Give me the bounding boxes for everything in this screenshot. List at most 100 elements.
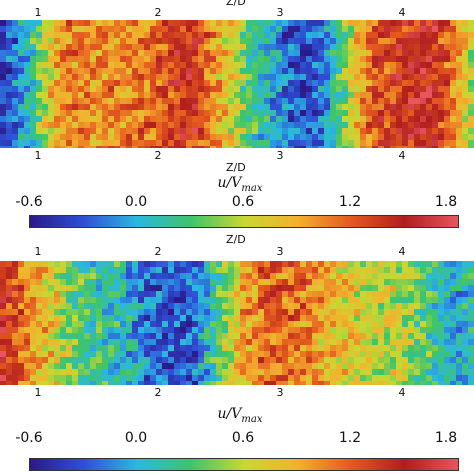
field-cell xyxy=(252,345,259,352)
field-cell xyxy=(288,291,295,298)
field-cell xyxy=(240,291,247,298)
field-cell xyxy=(24,285,31,292)
field-cell xyxy=(468,261,474,268)
field-cell xyxy=(282,110,289,117)
field-cell xyxy=(192,297,199,304)
field-cell xyxy=(186,369,193,376)
field-cell xyxy=(150,116,157,123)
field-cell xyxy=(204,86,211,93)
field-cell xyxy=(324,321,331,328)
field-cell xyxy=(360,110,367,117)
field-cell xyxy=(36,261,43,268)
field-cell xyxy=(84,303,91,310)
field-cell xyxy=(60,146,67,148)
field-cell xyxy=(150,134,157,141)
field-cell xyxy=(294,351,301,358)
field-cell xyxy=(306,122,313,129)
field-cell xyxy=(336,98,343,105)
field-cell xyxy=(114,321,121,328)
field-cell xyxy=(294,134,301,141)
field-cell xyxy=(312,291,319,298)
field-cell xyxy=(102,50,109,57)
field-cell xyxy=(138,291,145,298)
field-cell xyxy=(444,339,451,346)
field-cell xyxy=(48,74,55,81)
field-cell xyxy=(198,98,205,105)
field-cell xyxy=(330,315,337,322)
field-cell xyxy=(78,369,85,376)
field-cell xyxy=(132,273,139,280)
field-cell xyxy=(36,98,43,105)
field-cell xyxy=(12,128,19,135)
field-cell xyxy=(450,309,457,316)
field-cell xyxy=(174,315,181,322)
field-cell xyxy=(36,80,43,87)
field-cell xyxy=(156,134,163,141)
field-cell xyxy=(102,339,109,346)
field-cell xyxy=(30,297,37,304)
field-cell xyxy=(48,134,55,141)
field-cell xyxy=(228,303,235,310)
field-cell xyxy=(432,74,439,81)
field-cell xyxy=(192,267,199,274)
field-cell xyxy=(186,285,193,292)
field-cell xyxy=(342,345,349,352)
field-cell xyxy=(360,140,367,147)
field-cell xyxy=(378,321,385,328)
field-cell xyxy=(126,261,133,268)
field-cell xyxy=(108,20,115,27)
field-cell xyxy=(390,32,397,39)
field-cell xyxy=(402,297,409,304)
field-cell xyxy=(30,273,37,280)
field-cell xyxy=(258,357,265,364)
field-cell xyxy=(270,56,277,63)
field-cell xyxy=(66,146,73,148)
field-cell xyxy=(84,146,91,148)
field-cell xyxy=(324,104,331,111)
field-cell xyxy=(114,128,121,135)
field-cell xyxy=(120,134,127,141)
field-cell xyxy=(462,357,469,364)
field-cell xyxy=(6,291,13,298)
field-cell xyxy=(30,86,37,93)
field-cell xyxy=(168,110,175,117)
field-cell xyxy=(114,134,121,141)
field-cell xyxy=(78,339,85,346)
field-cell xyxy=(264,291,271,298)
field-cell xyxy=(156,80,163,87)
field-cell xyxy=(318,38,325,45)
field-cell xyxy=(246,116,253,123)
field-cell xyxy=(54,363,61,370)
field-cell xyxy=(390,104,397,111)
field-cell xyxy=(168,68,175,75)
field-cell xyxy=(54,381,61,385)
field-cell xyxy=(90,26,97,33)
field-cell xyxy=(450,38,457,45)
field-cell xyxy=(96,68,103,75)
field-cell xyxy=(96,110,103,117)
field-cell xyxy=(156,146,163,148)
field-cell xyxy=(30,26,37,33)
field-cell xyxy=(342,122,349,129)
field-cell xyxy=(294,309,301,316)
field-cell xyxy=(408,381,415,385)
colorbar xyxy=(29,215,459,228)
field-cell xyxy=(30,333,37,340)
field-cell xyxy=(372,285,379,292)
field-cell xyxy=(210,351,217,358)
field-cell xyxy=(204,375,211,382)
field-cell xyxy=(324,327,331,334)
field-cell xyxy=(444,128,451,135)
field-cell xyxy=(444,74,451,81)
field-cell xyxy=(192,20,199,27)
field-cell xyxy=(408,267,415,274)
field-cell xyxy=(210,104,217,111)
field-cell xyxy=(108,128,115,135)
field-cell xyxy=(210,321,217,328)
field-cell xyxy=(36,50,43,57)
field-cell xyxy=(60,20,67,27)
field-cell xyxy=(240,110,247,117)
field-cell xyxy=(216,62,223,69)
field-cell xyxy=(186,339,193,346)
field-cell xyxy=(240,369,247,376)
